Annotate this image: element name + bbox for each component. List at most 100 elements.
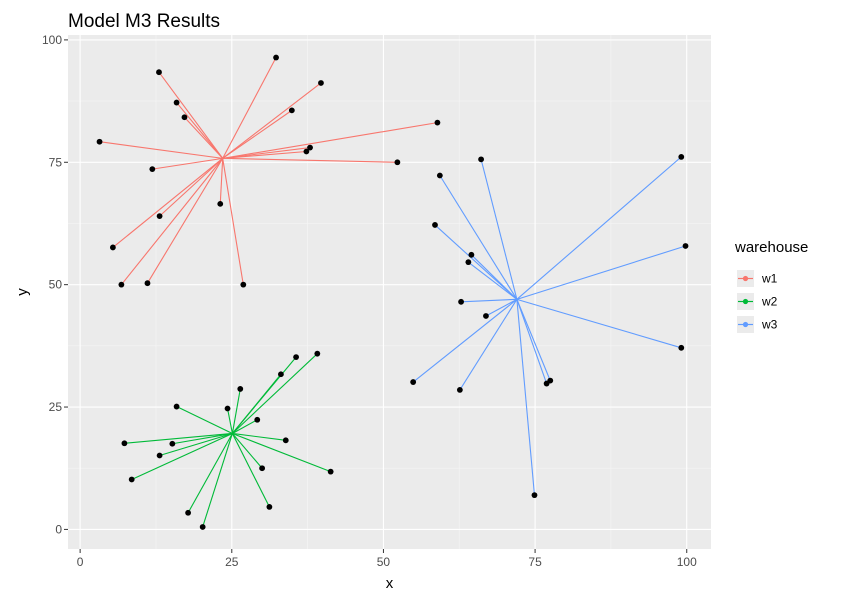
chart-title: Model M3 Results [68, 11, 220, 32]
link-w1 [219, 158, 224, 204]
y-axis-title: y [14, 288, 31, 296]
link-w2 [202, 433, 233, 528]
point-w1 [394, 159, 401, 166]
point-w3 [547, 377, 554, 384]
link-w1 [158, 71, 224, 159]
point-w2 [266, 504, 273, 510]
point-w1 [156, 69, 162, 76]
link-w1 [222, 109, 293, 159]
point-w2 [169, 440, 176, 447]
y-tick-label: 75 [49, 155, 63, 169]
link-w1 [222, 57, 277, 159]
point-w1 [434, 119, 441, 126]
x-axis: 0 25 50 75 100 [77, 549, 697, 569]
point-w2 [121, 440, 128, 447]
legend-dot-w3 [742, 321, 749, 328]
point-w2 [278, 371, 284, 378]
link-w1 [222, 158, 244, 285]
link-w2 [231, 433, 263, 469]
point-w3 [531, 492, 538, 499]
link-w3 [480, 159, 518, 300]
link-w3 [434, 224, 518, 300]
legend-dot-w1 [742, 275, 749, 282]
link-w1 [222, 147, 311, 159]
point-w1 [307, 144, 313, 151]
point-w3 [478, 156, 484, 163]
point-w1 [273, 54, 279, 61]
link-w1 [99, 141, 223, 159]
link-w3 [439, 175, 518, 300]
link-w1 [176, 102, 224, 159]
point-w1 [240, 281, 247, 288]
legend-title: warehouse [734, 239, 808, 256]
link-w2 [187, 433, 233, 514]
link-w2 [231, 433, 270, 508]
point-w1 [173, 99, 180, 106]
link-w3 [516, 299, 548, 384]
legend-label-w2: w2 [761, 295, 778, 309]
y-tick-label: 50 [49, 278, 63, 292]
link-w2 [226, 408, 233, 434]
link-w2 [232, 419, 258, 434]
point-w2 [282, 437, 289, 444]
point-w2 [185, 509, 192, 516]
link-w3 [459, 299, 518, 391]
y-tick-label: 100 [42, 33, 62, 47]
point-w1 [109, 244, 116, 251]
point-w2 [173, 403, 180, 410]
link-w1 [222, 122, 438, 159]
link-w2 [172, 432, 233, 445]
point-w3 [456, 387, 463, 393]
legend: warehouse w1 w2 w3 [734, 239, 808, 333]
y-axis: 0 25 50 75 100 [42, 33, 68, 536]
link-w1 [146, 158, 224, 284]
link-w2 [176, 406, 233, 434]
link-w1 [184, 116, 224, 159]
point-w3 [682, 243, 689, 249]
point-w1 [181, 114, 188, 121]
point-w2 [237, 386, 244, 392]
link-w3 [516, 299, 536, 496]
point-w3 [436, 172, 443, 179]
point-w2 [128, 476, 135, 483]
point-w3 [458, 298, 464, 305]
link-w1 [222, 150, 307, 159]
link-w3 [471, 254, 518, 300]
legend-dot-w2 [742, 298, 749, 305]
x-tick-label: 75 [528, 555, 542, 569]
data-points [96, 54, 689, 530]
point-w2 [156, 452, 163, 459]
x-tick-label: 100 [677, 555, 697, 569]
point-w3 [678, 344, 685, 351]
link-w1 [222, 157, 398, 163]
link-w1 [159, 157, 224, 217]
link-w1 [222, 82, 322, 159]
x-tick-label: 0 [77, 555, 84, 569]
point-w1 [318, 80, 324, 86]
point-w3 [432, 222, 438, 228]
link-w2 [124, 432, 233, 444]
x-tick-label: 25 [225, 555, 239, 569]
point-w1 [149, 166, 156, 173]
x-tick-label: 50 [377, 555, 391, 569]
link-w3 [412, 298, 518, 383]
link-w2 [131, 432, 233, 480]
point-w1 [288, 107, 295, 114]
point-w1 [118, 281, 125, 288]
link-w2 [232, 432, 331, 473]
point-w1 [156, 213, 163, 220]
point-w1 [144, 280, 151, 287]
point-w1 [96, 138, 103, 145]
link-w3 [461, 298, 517, 303]
link-w2 [159, 432, 233, 457]
link-w1 [120, 158, 224, 286]
link-w3 [516, 298, 682, 349]
link-w3 [516, 299, 551, 381]
link-w3 [485, 298, 518, 317]
legend-label-w3: w3 [761, 318, 778, 332]
x-axis-title: x [386, 575, 394, 592]
link-w3 [516, 156, 682, 300]
legend-label-w1: w1 [761, 272, 778, 286]
point-w2 [314, 350, 321, 357]
